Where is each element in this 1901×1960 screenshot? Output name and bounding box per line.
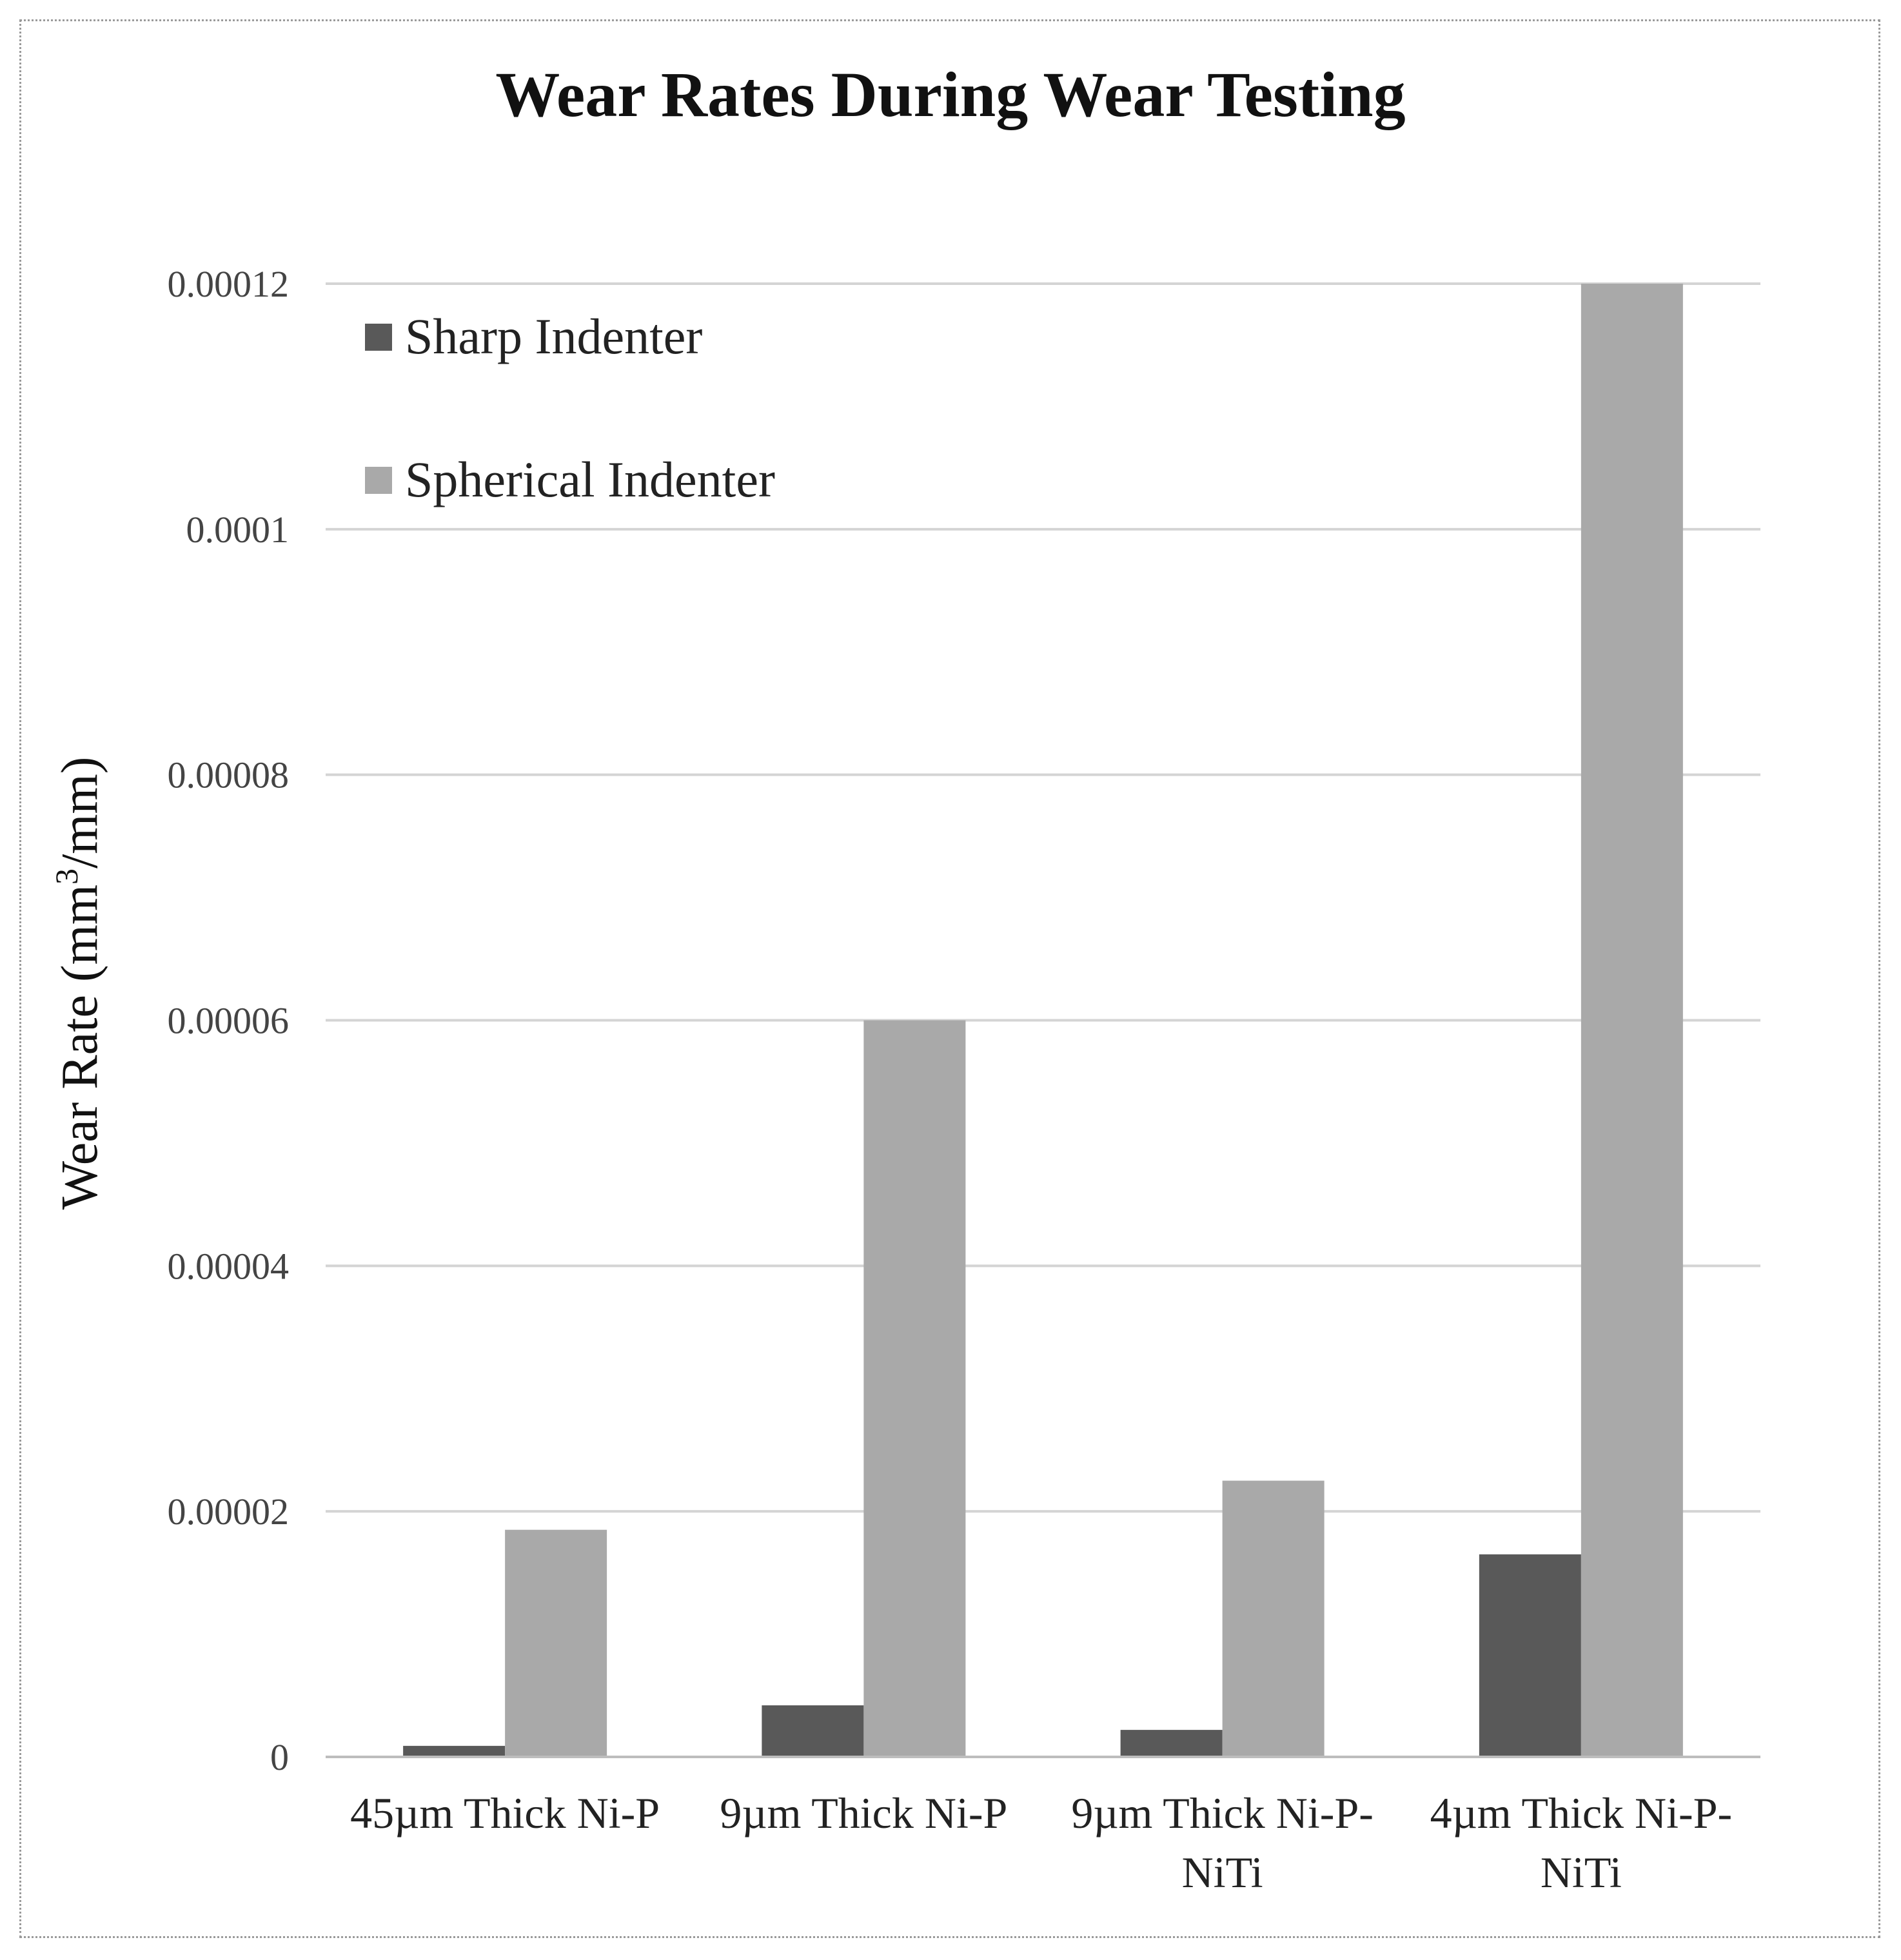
bars	[403, 284, 1683, 1757]
bar-sharp-indenter-4	[1479, 1554, 1581, 1757]
legend-swatch-sharp-indenter	[365, 324, 392, 351]
y-axis-label: Wear Rate (mm3/mm)	[48, 757, 108, 1210]
legend-label-sharp-indenter: Sharp Indenter	[405, 308, 702, 364]
x-category-label: 45µm Thick Ni-P	[350, 1788, 660, 1838]
bar-sharp-indenter-2	[762, 1705, 864, 1757]
legend-label-spherical-indenter: Spherical Indenter	[405, 451, 775, 507]
y-tick-label: 0.00004	[168, 1245, 290, 1287]
legend: Sharp Indenter Spherical Indenter	[365, 308, 775, 507]
legend-swatch-spherical-indenter	[365, 467, 392, 494]
bar-sharp-indenter-3	[1120, 1730, 1223, 1757]
y-axis-ticks: 0 0.00002 0.00004 0.00006 0.00008 0.0001 0.000…	[168, 263, 290, 1778]
y-tick-label: 0.00002	[168, 1491, 290, 1533]
x-category-label: 9µm Thick Ni-P-NiTi	[1071, 1788, 1374, 1897]
chart-frame	[19, 19, 1880, 1938]
y-tick-label: 0.00008	[168, 754, 290, 796]
y-tick-label: 0.0001	[186, 509, 290, 551]
bar-spherical-indenter-3	[1222, 1480, 1325, 1757]
bar-spherical-indenter-2	[863, 1020, 966, 1757]
x-axis-category-labels: 45µm Thick Ni-P 9µm Thick Ni-P 9µm Thick N…	[350, 1788, 1732, 1897]
x-category-label: 9µm Thick Ni-P	[720, 1788, 1007, 1838]
bar-spherical-indenter-1	[505, 1529, 607, 1757]
chart-title: Wear Rates During Wear Testing	[495, 59, 1405, 130]
x-category-label: 4µm Thick Ni-P-NiTi	[1430, 1788, 1733, 1897]
bar-sharp-indenter-1	[403, 1745, 506, 1757]
y-tick-label: 0.00012	[168, 263, 290, 305]
gridlines	[326, 282, 1760, 1513]
y-tick-label: 0	[270, 1736, 289, 1778]
bar-spherical-indenter-4	[1581, 284, 1683, 1757]
y-tick-label: 0.00006	[168, 1000, 290, 1042]
